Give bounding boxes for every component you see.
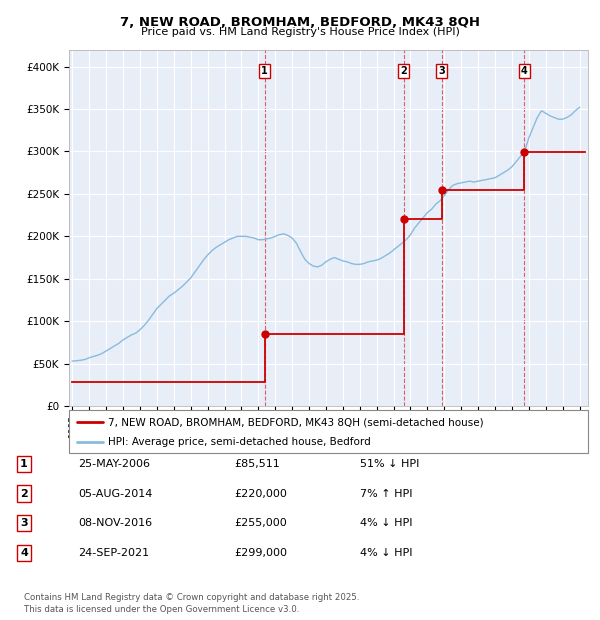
Text: 7, NEW ROAD, BROMHAM, BEDFORD, MK43 8QH (semi-detached house): 7, NEW ROAD, BROMHAM, BEDFORD, MK43 8QH … — [108, 417, 484, 427]
Text: 1: 1 — [262, 66, 268, 76]
Text: 24-SEP-2021: 24-SEP-2021 — [78, 548, 149, 558]
Text: 3: 3 — [439, 66, 445, 76]
Text: £220,000: £220,000 — [234, 489, 287, 498]
Text: 2: 2 — [20, 489, 28, 498]
Text: 1: 1 — [20, 459, 28, 469]
Text: 4: 4 — [521, 66, 527, 76]
Text: 7, NEW ROAD, BROMHAM, BEDFORD, MK43 8QH: 7, NEW ROAD, BROMHAM, BEDFORD, MK43 8QH — [120, 16, 480, 29]
Text: 7% ↑ HPI: 7% ↑ HPI — [360, 489, 413, 498]
Text: 3: 3 — [20, 518, 28, 528]
Text: £299,000: £299,000 — [234, 548, 287, 558]
Text: HPI: Average price, semi-detached house, Bedford: HPI: Average price, semi-detached house,… — [108, 437, 371, 447]
Text: 08-NOV-2016: 08-NOV-2016 — [78, 518, 152, 528]
Text: £255,000: £255,000 — [234, 518, 287, 528]
Text: £85,511: £85,511 — [234, 459, 280, 469]
Text: 4: 4 — [20, 548, 28, 558]
Text: 25-MAY-2006: 25-MAY-2006 — [78, 459, 150, 469]
Text: 2: 2 — [400, 66, 407, 76]
Text: 05-AUG-2014: 05-AUG-2014 — [78, 489, 152, 498]
Text: 4% ↓ HPI: 4% ↓ HPI — [360, 518, 413, 528]
Text: Price paid vs. HM Land Registry's House Price Index (HPI): Price paid vs. HM Land Registry's House … — [140, 27, 460, 37]
Text: 51% ↓ HPI: 51% ↓ HPI — [360, 459, 419, 469]
Text: 4% ↓ HPI: 4% ↓ HPI — [360, 548, 413, 558]
FancyBboxPatch shape — [69, 410, 588, 453]
Text: Contains HM Land Registry data © Crown copyright and database right 2025.
This d: Contains HM Land Registry data © Crown c… — [24, 593, 359, 614]
